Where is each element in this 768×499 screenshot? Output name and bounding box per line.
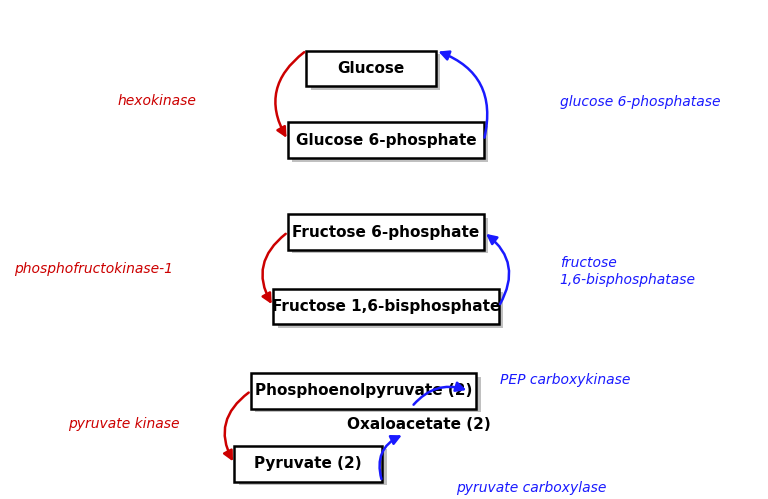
FancyBboxPatch shape (288, 122, 484, 158)
FancyBboxPatch shape (288, 214, 484, 250)
Text: Pyruvate (2): Pyruvate (2) (254, 457, 362, 472)
Text: fructose
1,6-bisphosphatase: fructose 1,6-bisphosphatase (560, 256, 696, 287)
Text: Oxaloacetate (2): Oxaloacetate (2) (347, 417, 491, 432)
Text: phosphofructokinase-1: phosphofructokinase-1 (15, 262, 174, 276)
Text: pyruvate carboxylase: pyruvate carboxylase (456, 481, 607, 495)
Text: hexokinase: hexokinase (118, 94, 196, 108)
Text: pyruvate kinase: pyruvate kinase (68, 417, 179, 431)
Text: Glucose 6-phosphate: Glucose 6-phosphate (296, 133, 476, 148)
FancyBboxPatch shape (256, 377, 481, 412)
Text: Phosphoenolpyruvate (2): Phosphoenolpyruvate (2) (255, 383, 472, 398)
Text: glucose 6-phosphatase: glucose 6-phosphatase (560, 95, 720, 109)
Text: Glucose: Glucose (337, 61, 405, 76)
Text: PEP carboxykinase: PEP carboxykinase (501, 373, 631, 387)
FancyBboxPatch shape (293, 126, 488, 162)
FancyBboxPatch shape (277, 292, 503, 328)
FancyBboxPatch shape (293, 218, 488, 253)
FancyBboxPatch shape (311, 54, 440, 90)
FancyBboxPatch shape (306, 50, 435, 86)
Text: Fructose 1,6-bisphosphate: Fructose 1,6-bisphosphate (272, 299, 500, 314)
FancyBboxPatch shape (273, 289, 498, 324)
FancyBboxPatch shape (234, 446, 382, 482)
Text: Fructose 6-phosphate: Fructose 6-phosphate (293, 225, 479, 240)
FancyBboxPatch shape (239, 450, 386, 485)
FancyBboxPatch shape (251, 373, 476, 409)
